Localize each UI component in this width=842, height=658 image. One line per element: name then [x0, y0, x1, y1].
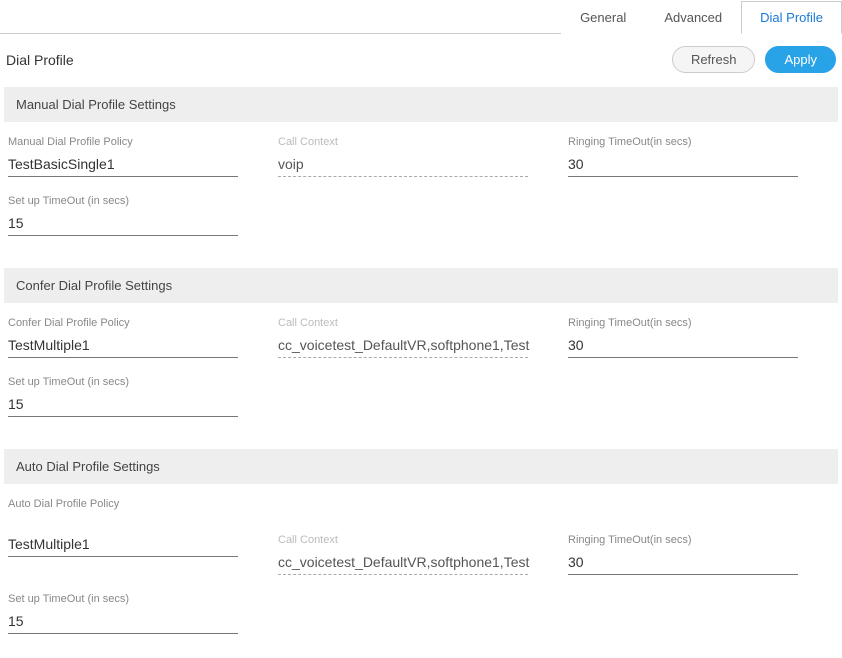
auto-policy-label: Auto Dial Profile Policy: [8, 498, 238, 510]
section-header-confer: Confer Dial Profile Settings: [4, 268, 838, 303]
auto-policy-value-field[interactable]: TestMultiple1: [8, 534, 238, 575]
auto-policy-field[interactable]: Auto Dial Profile Policy: [8, 498, 238, 516]
manual-setup-label: Set up TimeOut (in secs): [8, 195, 238, 207]
confer-setup-value[interactable]: 15: [8, 394, 238, 417]
confer-policy-value[interactable]: TestMultiple1: [8, 335, 238, 358]
section-header-auto: Auto Dial Profile Settings: [4, 449, 838, 484]
confer-setup-field[interactable]: Set up TimeOut (in secs) 15: [8, 376, 238, 417]
button-group: Refresh Apply: [672, 46, 836, 73]
auto-call-context-label: Call Context: [278, 534, 528, 546]
manual-policy-field[interactable]: Manual Dial Profile Policy TestBasicSing…: [8, 136, 238, 177]
section-body-auto: Auto Dial Profile Policy TestMultiple1 C…: [0, 484, 842, 658]
confer-setup-label: Set up TimeOut (in secs): [8, 376, 238, 388]
manual-policy-value[interactable]: TestBasicSingle1: [8, 154, 238, 177]
confer-policy-label: Confer Dial Profile Policy: [8, 317, 238, 329]
auto-ringing-label: Ringing TimeOut(in secs): [568, 534, 798, 546]
confer-policy-field[interactable]: Confer Dial Profile Policy TestMultiple1: [8, 317, 238, 358]
tab-general[interactable]: General: [561, 1, 645, 34]
auto-ringing-value[interactable]: 30: [568, 552, 798, 575]
page-title: Dial Profile: [6, 52, 74, 68]
manual-ringing-value[interactable]: 30: [568, 154, 798, 177]
manual-ringing-field[interactable]: Ringing TimeOut(in secs) 30: [568, 136, 798, 177]
confer-ringing-label: Ringing TimeOut(in secs): [568, 317, 798, 329]
manual-call-context-value: voip: [278, 154, 528, 177]
tab-bar: General Advanced Dial Profile: [0, 0, 842, 34]
confer-call-context-label: Call Context: [278, 317, 528, 329]
confer-ringing-value[interactable]: 30: [568, 335, 798, 358]
manual-setup-value[interactable]: 15: [8, 213, 238, 236]
confer-call-context-field: Call Context cc_voicetest_DefaultVR,soft…: [278, 317, 528, 358]
auto-policy-value[interactable]: TestMultiple1: [8, 534, 238, 557]
refresh-button[interactable]: Refresh: [672, 46, 756, 73]
manual-setup-field[interactable]: Set up TimeOut (in secs) 15: [8, 195, 238, 236]
apply-button[interactable]: Apply: [765, 46, 836, 73]
manual-call-context-label: Call Context: [278, 136, 528, 148]
manual-ringing-label: Ringing TimeOut(in secs): [568, 136, 798, 148]
tab-advanced[interactable]: Advanced: [645, 1, 741, 34]
confer-call-context-value: cc_voicetest_DefaultVR,softphone1,Test: [278, 335, 528, 358]
auto-call-context-field: Call Context cc_voicetest_DefaultVR,soft…: [278, 534, 528, 575]
section-header-manual: Manual Dial Profile Settings: [4, 87, 838, 122]
header-row: Dial Profile Refresh Apply: [0, 34, 842, 79]
section-body-confer: Confer Dial Profile Policy TestMultiple1…: [0, 303, 842, 441]
auto-call-context-value: cc_voicetest_DefaultVR,softphone1,Test: [278, 552, 528, 575]
confer-ringing-field[interactable]: Ringing TimeOut(in secs) 30: [568, 317, 798, 358]
auto-setup-label: Set up TimeOut (in secs): [8, 593, 238, 605]
auto-setup-field[interactable]: Set up TimeOut (in secs) 15: [8, 593, 238, 634]
manual-policy-label: Manual Dial Profile Policy: [8, 136, 238, 148]
section-body-manual: Manual Dial Profile Policy TestBasicSing…: [0, 122, 842, 260]
manual-call-context-field: Call Context voip: [278, 136, 528, 177]
tab-dial-profile[interactable]: Dial Profile: [741, 1, 842, 34]
auto-setup-value[interactable]: 15: [8, 611, 238, 634]
auto-ringing-field[interactable]: Ringing TimeOut(in secs) 30: [568, 534, 798, 575]
